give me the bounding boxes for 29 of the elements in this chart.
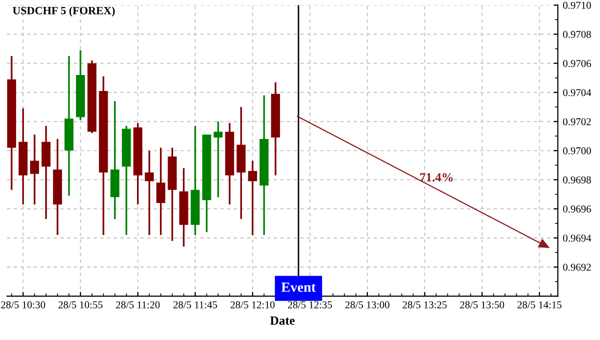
y-tick-label: 0.9704 — [563, 89, 592, 96]
x-tick-label: 28/5 10:30 — [1, 301, 46, 308]
y-tick-label: 0.9710 — [563, 2, 591, 9]
x-tick-label: 28/5 10:55 — [58, 301, 102, 308]
candlestick — [156, 146, 166, 236]
x-tick-label: 28/5 13:25 — [402, 301, 447, 308]
y-tick-label: 0.9696 — [563, 206, 592, 213]
x-tick-label: 28/5 13:00 — [345, 301, 390, 308]
y-tick-label: 0.9708 — [563, 30, 591, 38]
x-tick-label: 28/5 12:35 — [288, 301, 332, 308]
x-axis-title: Date — [270, 316, 295, 325]
y-tick-label: 0.9698 — [563, 176, 591, 184]
candlestick — [30, 134, 40, 206]
x-tick-label: 28/5 13:50 — [460, 301, 504, 308]
candlestick — [248, 160, 258, 236]
candlestick — [144, 150, 154, 236]
x-tick-label: 28/5 14:15 — [517, 301, 562, 308]
y-tick-label: 0.9694 — [563, 234, 592, 242]
x-tick-label: 28/5 12:10 — [230, 301, 275, 308]
y-tick-label: 0.9692 — [563, 264, 591, 271]
y-tick-label: 0.9700 — [563, 147, 591, 154]
annotation: 71.4% — [420, 173, 453, 182]
chart-title: USDCHF 5 (FOREX) — [12, 6, 115, 17]
ref-line-label: Event — [281, 282, 316, 292]
x-tick-label: 28/5 11:45 — [173, 301, 218, 308]
x-tick-label: 28/5 11:20 — [116, 301, 160, 308]
candlestick — [214, 120, 223, 198]
y-tick-label: 0.9706 — [563, 60, 592, 68]
y-tick-label: 0.9702 — [563, 118, 591, 126]
